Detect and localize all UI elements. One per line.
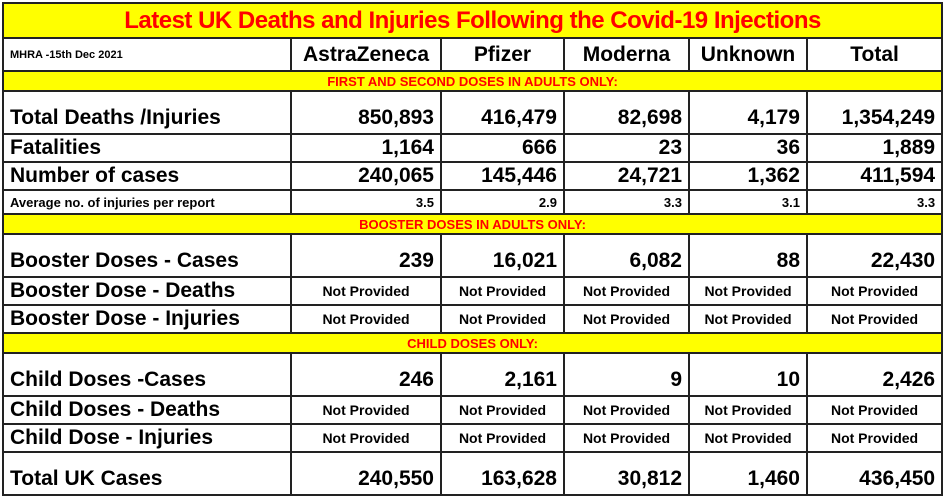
- row-value: 246: [290, 352, 442, 397]
- row-value: 3.1: [688, 189, 808, 215]
- row-value: 2,161: [440, 352, 565, 397]
- row-value: Not Provided: [440, 423, 565, 453]
- row-value: Not Provided: [290, 304, 442, 334]
- row-value: 6,082: [563, 233, 690, 278]
- row-label: Child Doses - Deaths: [2, 395, 292, 425]
- row-value: 4,179: [688, 90, 808, 135]
- section-heading-row: BOOSTER DOSES IN ADULTS ONLY:: [1, 213, 944, 235]
- row-value: 145,446: [440, 161, 565, 191]
- row-value: Not Provided: [805, 304, 944, 334]
- row-value: Not Provided: [290, 276, 442, 306]
- row-value: 1,889: [805, 133, 944, 163]
- row-value: 2,426: [805, 352, 944, 397]
- row-value: 22,430: [805, 233, 944, 278]
- table-row: Child Dose - Injuries Not Provided Not Pro…: [2, 423, 944, 453]
- row-value: 3.5: [290, 189, 442, 215]
- section-heading: FIRST AND SECOND DOSES IN ADULTS ONLY:: [1, 70, 944, 92]
- row-value: 30,812: [563, 451, 690, 496]
- row-value: 10: [688, 352, 808, 397]
- row-value: 3.3: [563, 189, 690, 215]
- row-value: 23: [563, 133, 690, 163]
- row-value: Not Provided: [563, 276, 690, 306]
- row-value: Not Provided: [688, 423, 808, 453]
- table-title: Latest UK Deaths and Injuries Following …: [1, 2, 944, 39]
- table-row: Child Doses - Deaths Not Provided Not Prov…: [2, 395, 944, 425]
- table-row: Booster Dose - Injuries Not Provided Not P…: [2, 304, 944, 334]
- row-label: Booster Doses - Cases: [2, 233, 292, 278]
- row-value: 1,164: [290, 133, 442, 163]
- row-value: 240,550: [290, 451, 442, 496]
- row-value: 1,354,249: [805, 90, 944, 135]
- row-value: 24,721: [563, 161, 690, 191]
- row-value: 36: [688, 133, 808, 163]
- row-value: 16,021: [440, 233, 565, 278]
- section-heading-row: CHILD DOSES ONLY:: [1, 332, 944, 354]
- row-value: 239: [290, 233, 442, 278]
- table-row: Booster Dose - Deaths Not Provided Not Pro…: [2, 276, 944, 306]
- row-value: 1,362: [688, 161, 808, 191]
- column-header: Unknown: [688, 37, 808, 72]
- row-value: Not Provided: [563, 423, 690, 453]
- row-value: 436,450: [805, 451, 944, 496]
- row-value: Not Provided: [290, 395, 442, 425]
- row-label: Fatalities: [2, 133, 292, 163]
- row-value: 1,460: [688, 451, 808, 496]
- row-label: Number of cases: [2, 161, 292, 191]
- row-label: Booster Dose - Injuries: [2, 304, 292, 334]
- table-row: Total Deaths /Injuries 850,893 416,479 82,6…: [2, 90, 944, 135]
- row-value: Not Provided: [688, 276, 808, 306]
- row-value: 3.3: [805, 189, 944, 215]
- row-value: Not Provided: [440, 276, 565, 306]
- row-label: Average no. of injuries per report: [2, 189, 292, 215]
- header-row: MHRA -15th Dec 2021 AstraZeneca Pfizer M…: [2, 37, 944, 72]
- row-value: Not Provided: [805, 276, 944, 306]
- row-value: Not Provided: [805, 423, 944, 453]
- row-value: Not Provided: [563, 395, 690, 425]
- source-label: MHRA -15th Dec 2021: [2, 37, 292, 72]
- row-value: Not Provided: [688, 395, 808, 425]
- row-value: 88: [688, 233, 808, 278]
- table-row: Fatalities 1,164 666 23 36 1,889: [2, 133, 944, 163]
- row-label: Child Dose - Injuries: [2, 423, 292, 453]
- table-row: Total UK Cases 240,550 163,628 30,812 1,460 4…: [2, 451, 944, 496]
- row-value: Not Provided: [290, 423, 442, 453]
- column-header: Pfizer: [440, 37, 565, 72]
- row-value: Not Provided: [440, 304, 565, 334]
- row-value: 240,065: [290, 161, 442, 191]
- row-value: 163,628: [440, 451, 565, 496]
- row-value: 850,893: [290, 90, 442, 135]
- section-heading: BOOSTER DOSES IN ADULTS ONLY:: [1, 213, 944, 235]
- row-value: 666: [440, 133, 565, 163]
- table-row: Average no. of injuries per report 3.5 2.9…: [2, 189, 944, 215]
- table-row: Number of cases 240,065 145,446 24,721 1,362…: [2, 161, 944, 191]
- row-label: Booster Dose - Deaths: [2, 276, 292, 306]
- row-value: 82,698: [563, 90, 690, 135]
- row-value: Not Provided: [563, 304, 690, 334]
- table-row: Booster Doses - Cases 239 16,021 6,082 88 22,…: [2, 233, 944, 278]
- section-heading-row: FIRST AND SECOND DOSES IN ADULTS ONLY:: [1, 70, 944, 92]
- row-value: Not Provided: [440, 395, 565, 425]
- row-label: Child Doses -Cases: [2, 352, 292, 397]
- row-value: 416,479: [440, 90, 565, 135]
- row-value: 2.9: [440, 189, 565, 215]
- column-header: Moderna: [563, 37, 690, 72]
- column-header: Total: [805, 37, 944, 72]
- row-value: Not Provided: [805, 395, 944, 425]
- row-value: Not Provided: [688, 304, 808, 334]
- table-row: Child Doses -Cases 246 2,161 9 10 2,426: [2, 352, 944, 397]
- row-label: Total Deaths /Injuries: [2, 90, 292, 135]
- row-value: 411,594: [805, 161, 944, 191]
- row-label: Total UK Cases: [2, 451, 292, 496]
- row-value: 9: [563, 352, 690, 397]
- section-heading: CHILD DOSES ONLY:: [1, 332, 944, 354]
- column-header: AstraZeneca: [290, 37, 442, 72]
